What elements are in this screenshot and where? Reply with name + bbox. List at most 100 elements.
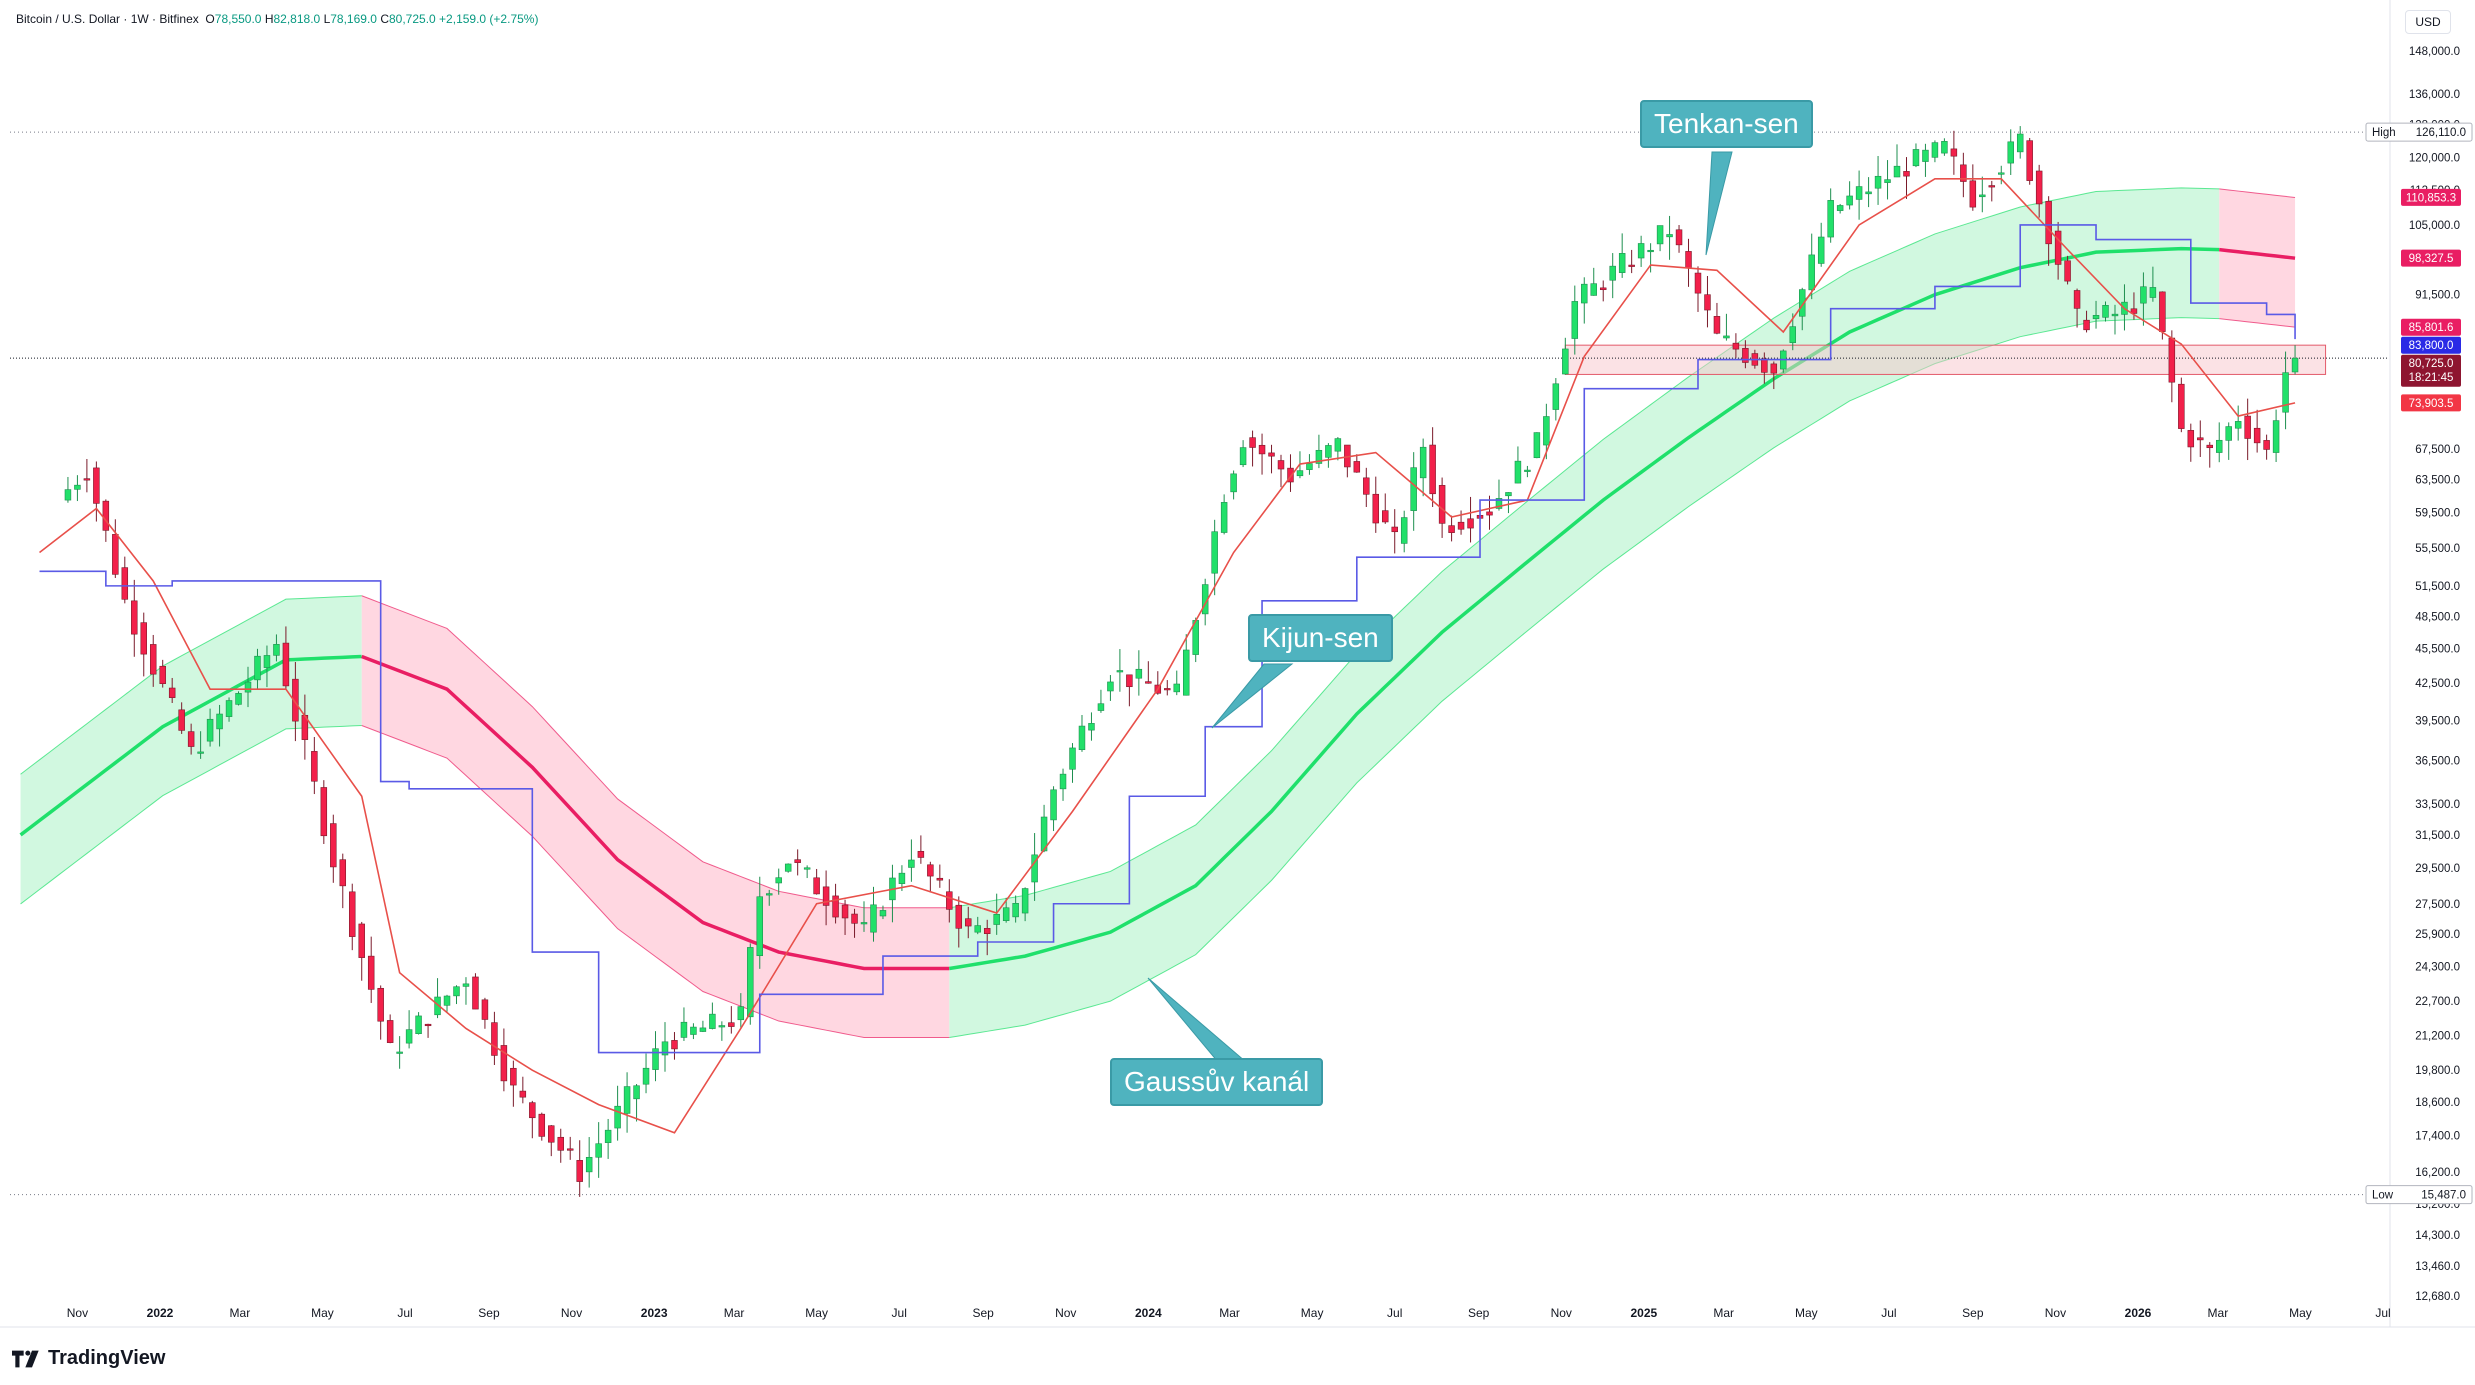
gauss-basis-line [949, 246, 2220, 971]
price-label-bg [2401, 188, 2461, 206]
y-tick-label: 33,500.0 [2415, 799, 2460, 811]
candle [168, 677, 176, 703]
price-label-text: 73,903.5 [2409, 398, 2454, 410]
candle [2187, 423, 2195, 462]
candle [187, 723, 195, 755]
candle-body-down [2083, 319, 2090, 331]
interval-label[interactable]: 1W [130, 12, 149, 26]
price-label-bg [2401, 354, 2461, 387]
candle [2045, 196, 2052, 266]
candle-body-up [2149, 287, 2157, 298]
candle-body-down [1372, 493, 1380, 524]
candle-body-down [367, 955, 375, 990]
candle [1107, 675, 1114, 701]
candle-body-down [832, 895, 839, 918]
candle-body-up [1230, 473, 1237, 493]
tradingview-logo-icon [12, 1350, 39, 1367]
candles [64, 126, 2299, 1197]
candle-body-up [1002, 907, 1010, 921]
x-tick-label: Sep [478, 1306, 500, 1320]
candle-body-down [1969, 180, 1977, 208]
tradingview-logo[interactable]: TradingView [12, 1347, 165, 1370]
candle [1893, 144, 1901, 178]
y-tick-label: 13,460.0 [2415, 1261, 2460, 1273]
y-tick-label: 31,500.0 [2415, 830, 2460, 842]
x-tick-label: Nov [67, 1306, 88, 1320]
candle [510, 1060, 517, 1107]
candle [481, 997, 489, 1029]
candle [718, 1021, 726, 1041]
candle-body-up [2215, 439, 2223, 453]
candle [1495, 479, 1503, 511]
symbol-name[interactable]: Bitcoin / U.S. Dollar [16, 12, 121, 26]
candle [2102, 301, 2109, 322]
x-tick-label: Nov [2045, 1306, 2066, 1320]
x-tick-label: May [2289, 1306, 2312, 1320]
candle-body-down [1960, 164, 1967, 182]
candle [1050, 786, 1057, 832]
candle [1363, 467, 1370, 507]
x-tick-label: Mar [1713, 1306, 1734, 1320]
candle-body-up [1524, 469, 1531, 472]
candle-body-down [1770, 363, 1778, 374]
candle [1552, 378, 1560, 421]
candle [2111, 304, 2119, 335]
candle [2064, 255, 2071, 285]
candle [367, 936, 375, 1003]
candle [1315, 434, 1323, 469]
candle [1562, 337, 1569, 375]
candle-body-down [472, 976, 479, 1010]
candle-body-up [254, 655, 261, 681]
candle-body-up [1325, 445, 1332, 458]
candle-body-up [2007, 141, 2014, 164]
candle-body-up [1893, 165, 1901, 178]
candle [1486, 495, 1493, 530]
candle-body-up [1069, 747, 1076, 770]
candle-body-up [1021, 888, 1029, 914]
candle-body-up [2225, 426, 2232, 441]
candle [396, 1036, 403, 1069]
candle [1618, 233, 1626, 278]
candle-body-up [1182, 649, 1190, 696]
currency-selector[interactable]: USD [2405, 10, 2451, 34]
candle-body-down [1277, 460, 1285, 470]
candle [1078, 714, 1086, 752]
gauss-callout[interactable]: Gaussův kanál [1110, 1058, 1324, 1106]
candle-body-up [405, 1029, 413, 1044]
candle [813, 868, 820, 895]
candle [1419, 438, 1427, 497]
candle-body-down [1761, 358, 1768, 373]
candle-body-down [93, 467, 100, 504]
candle-body-down [1268, 452, 1275, 457]
candle-body-up [1012, 903, 1019, 918]
price-label: 83,800.0 [2401, 336, 2461, 354]
tenkan-callout[interactable]: Tenkan-sen [1640, 100, 1813, 148]
candle [93, 461, 100, 522]
candle-body-up [718, 1025, 726, 1028]
candle-body-up [1808, 254, 1815, 291]
candle [1514, 446, 1522, 484]
candle [1874, 156, 1882, 205]
candle-body-down [927, 864, 934, 877]
candle [832, 883, 839, 924]
candle [472, 973, 479, 1010]
candle [1827, 188, 1834, 243]
y-tick-label: 55,500.0 [2415, 543, 2460, 555]
candle [1903, 157, 1910, 199]
candle-body-down [510, 1067, 517, 1086]
candle [1998, 165, 2005, 185]
candle [1656, 225, 1664, 252]
candle [2016, 126, 2024, 159]
candle [1277, 454, 1285, 488]
kijun-callout[interactable]: Kijun-sen [1248, 614, 1393, 662]
candle-body-up [775, 877, 782, 884]
candle-body-down [1382, 510, 1389, 523]
candle-body-up [225, 700, 233, 717]
candle-body-up [1135, 668, 1143, 679]
candle [1590, 267, 1597, 296]
candle-body-up [1666, 234, 1673, 238]
candle-body-down [2263, 440, 2270, 450]
candle-body-down [1363, 477, 1370, 495]
candle [2026, 137, 2033, 185]
